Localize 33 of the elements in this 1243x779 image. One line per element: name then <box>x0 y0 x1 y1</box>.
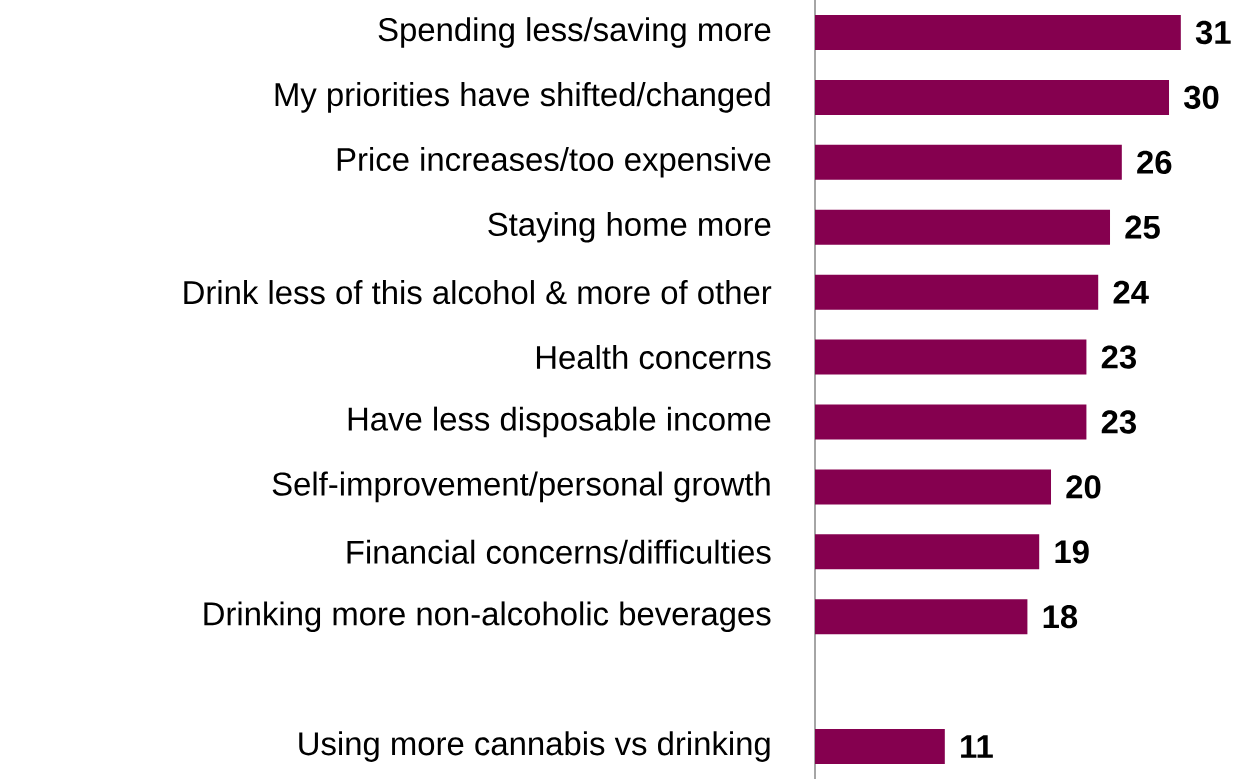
y-tick-label: Self-improvement/personal growth <box>272 471 770 503</box>
y-tick-label: Drink less of this alcohol & more of other <box>184 280 772 305</box>
bar <box>815 274 1099 310</box>
bar <box>815 599 1028 635</box>
data-label: 18 <box>1043 605 1078 629</box>
data-label: 24 <box>1113 280 1149 304</box>
data-label: 30 <box>1183 85 1219 110</box>
y-tick-label: Using more cannabis vs drinking <box>299 731 770 762</box>
data-label: 26 <box>1137 150 1172 174</box>
data-label: 23 <box>1101 410 1136 434</box>
bar <box>815 14 1181 50</box>
bar <box>815 404 1087 440</box>
data-label: 11 <box>961 735 993 758</box>
data-label: 20 <box>1066 475 1101 499</box>
bar <box>815 144 1122 180</box>
bar <box>815 79 1170 115</box>
y-tick-label: Spending less/saving more <box>378 17 771 48</box>
y-tick-label: Health concerns <box>536 344 771 370</box>
bar <box>815 469 1052 505</box>
bar <box>815 339 1087 375</box>
bar <box>815 534 1040 570</box>
bar <box>815 209 1111 245</box>
y-tick-label: Price increases/too expensive <box>337 146 771 178</box>
data-label: 25 <box>1125 215 1160 239</box>
y-tick-label: My priorities have shifted/changed <box>275 82 770 113</box>
data-label: 31 <box>1195 20 1231 45</box>
y-tick-label: Have less disposable income <box>348 406 771 438</box>
y-tick-label: Drinking more non-alcoholic beverages <box>204 601 771 633</box>
data-label: 19 <box>1055 540 1089 564</box>
y-tick-label: Staying home more <box>488 211 771 243</box>
data-label: 23 <box>1101 345 1136 369</box>
bar <box>815 729 945 765</box>
y-tick-label: Financial concerns/difficulties <box>347 539 771 564</box>
